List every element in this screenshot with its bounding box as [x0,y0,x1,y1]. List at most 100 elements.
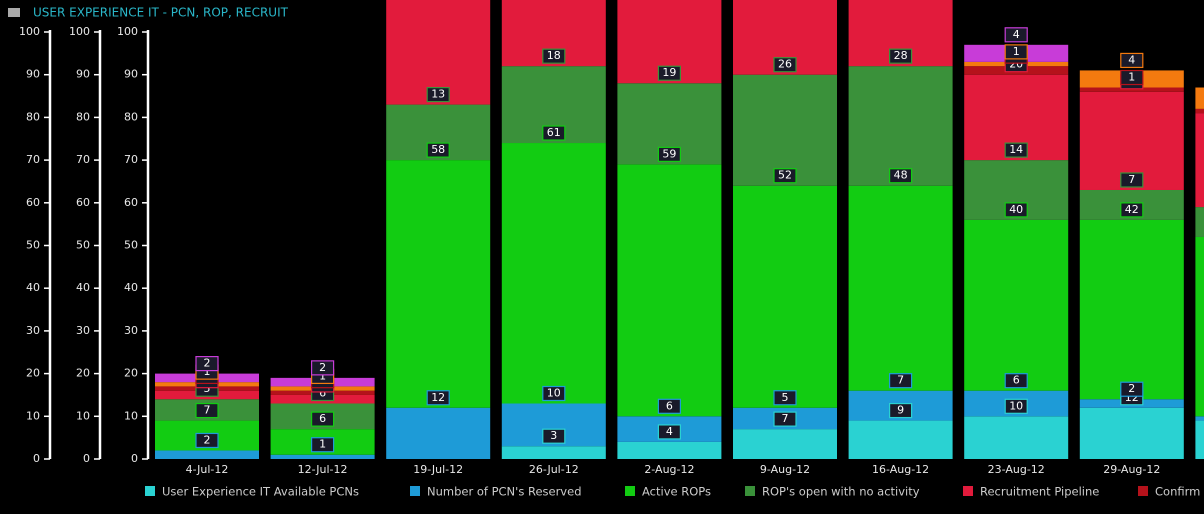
bar-segment [386,160,491,408]
value-label-box [1120,52,1144,69]
legend-swatch [963,486,973,496]
y-tick-label: 20 [76,367,90,380]
y-tick-label: 70 [124,153,138,166]
value-label: 4 [1128,53,1135,66]
value-label: 5 [782,391,789,404]
legend-swatch [410,486,420,496]
y-tick-label: 90 [124,68,138,81]
legend-swatch [625,486,635,496]
value-label: 7 [782,412,789,425]
y-tick-label: 40 [26,281,40,294]
value-label-box [542,385,566,402]
value-label: 10 [547,386,561,399]
value-label-box [657,424,682,440]
bar-segment [1195,416,1204,421]
bar-segment [848,66,953,186]
x-tick-label: 26-Jul-12 [529,463,579,476]
value-label: 1 [1128,71,1135,84]
value-label-box [195,402,219,419]
value-label: 6 [666,399,673,412]
value-label-box [426,390,450,406]
x-tick-label: 23-Aug-12 [988,463,1045,476]
value-label-box [542,48,566,64]
y-tick-label: 20 [124,367,138,380]
bar-segment [1079,87,1184,92]
value-label: 9 [897,404,904,417]
value-label: 58 [431,143,445,156]
bar-segment [617,164,722,417]
bar-segment [964,219,1069,391]
y-tick-label: 90 [76,68,90,81]
value-label-box [1004,373,1028,389]
value-label: 7 [1128,173,1135,186]
y-tick-label: 80 [76,110,90,123]
bar-segment [1079,407,1184,459]
value-label: 4 [666,425,673,438]
legend-label: ROP's open with no activity [762,485,920,499]
value-label: 10 [1009,399,1023,412]
y-tick-label: 100 [19,25,40,38]
value-label-box [657,146,682,162]
value-label: 2 [319,361,326,374]
bar-segment [848,420,953,459]
y-tick-label: 70 [76,153,90,166]
value-label: 52 [778,169,792,182]
y-tick-label: 40 [76,281,90,294]
y-tick-label: 30 [76,324,90,337]
title-icon [8,8,20,17]
y-tick-label: 0 [33,452,40,465]
y-tick-label: 30 [26,324,40,337]
x-tick-label: 9-Aug-12 [760,463,810,476]
value-label: 3 [550,429,557,442]
value-label: 18 [547,49,561,62]
value-label-box [1004,202,1028,218]
y-tick-label: 90 [26,68,40,81]
bar-segment [386,407,491,459]
y-tick-label: 60 [26,196,40,209]
bar-segment [1195,420,1204,459]
y-tick-label: 30 [124,324,138,337]
value-label: 2 [1128,382,1135,395]
value-label-box [773,168,797,184]
y-tick-label: 0 [131,452,138,465]
value-label-box [542,428,566,444]
value-label: 6 [319,386,326,399]
legend-label: Number of PCN's Reserved [427,485,582,499]
bar-segment [1195,207,1204,237]
value-label: 1 [204,365,211,378]
value-label-box [542,125,566,141]
value-label-box [888,48,913,64]
bar-segment [501,143,606,404]
y-tick-label: 60 [76,196,90,209]
value-label: 2 [204,433,211,446]
value-label-box [1004,398,1028,414]
bar-segment [964,416,1069,459]
y-tick-label: 10 [76,409,90,422]
legend-label: Confirm [1155,485,1200,499]
y-tick-label: 10 [26,409,40,422]
value-label: 40 [1009,203,1023,216]
value-label: 26 [778,58,792,71]
y-tick-label: 80 [26,110,40,123]
bar-segment [270,454,375,459]
chart-title: USER EXPERIENCE IT - PCN, ROP, RECRUIT [33,6,289,20]
value-label-box [426,142,450,158]
value-label-box [888,168,913,184]
value-label: 19 [662,66,676,79]
value-label: 1 [319,438,326,451]
y-tick-label: 40 [124,281,138,294]
value-label-box [195,356,219,372]
bar-segment [733,429,837,459]
value-label-box [657,65,682,81]
value-label: 42 [1125,203,1139,216]
value-label-box [1120,202,1144,218]
value-label-box [773,57,797,73]
x-tick-label: 4-Jul-12 [186,463,229,476]
value-label: 59 [662,147,676,160]
y-tick-label: 10 [124,409,138,422]
value-label-box [195,432,219,449]
x-tick-label: 2-Aug-12 [644,463,694,476]
value-label-box [311,411,335,427]
value-label: 1 [319,369,326,382]
